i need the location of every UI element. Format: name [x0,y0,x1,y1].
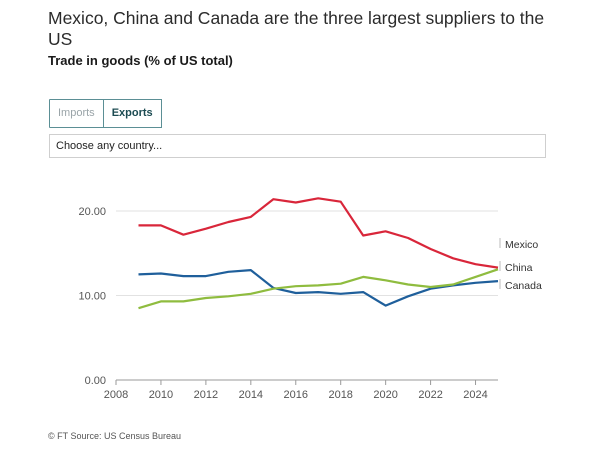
x-tick-label: 2018 [328,389,352,401]
x-tick-label: 2008 [104,389,128,401]
imports-exports-toggle: Imports Exports [49,99,162,128]
source-footer: © FT Source: US Census Bureau [48,431,182,441]
x-tick-label: 2010 [149,389,173,401]
x-tick-label: 2014 [239,389,263,401]
exports-tab[interactable]: Exports [102,99,162,128]
series-line-mexico [138,197,499,269]
imports-tab[interactable]: Imports [50,100,104,127]
series-label-canada: Canada [505,280,542,292]
line-chart: 0.00 10.00 20.00 2008 2010 2012 2014 2016 2018 20… [78,197,542,401]
y-tick-label: 20.00 [78,206,106,218]
series-label-china: China [505,262,533,274]
x-tick-label: 2020 [373,389,397,401]
y-tick-label: 10.00 [78,291,106,303]
chart-subtitle: Trade in goods (% of US total) [48,53,233,68]
y-tick-label: 0.00 [85,375,106,387]
country-select[interactable]: Choose any country... [49,134,546,158]
chart-title: Mexico, China and Canada are the three l… [48,8,545,49]
x-tick-label: 2022 [418,389,442,401]
series-line-canada [138,268,499,310]
series-label-mexico: Mexico [505,239,538,251]
x-tick-label: 2012 [194,389,218,401]
x-tick-label: 2016 [284,389,308,401]
x-tick-label: 2024 [463,389,487,401]
series-line-china [138,268,499,307]
